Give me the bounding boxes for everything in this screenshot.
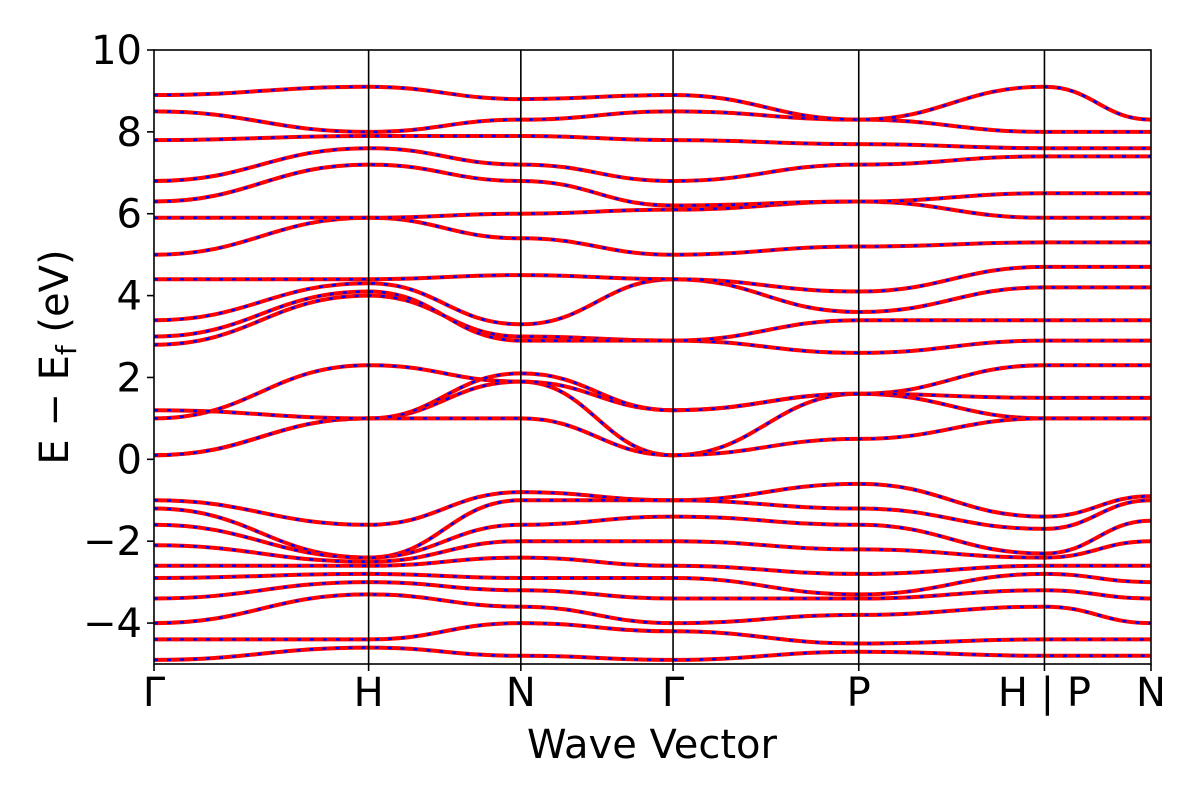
band-line-21 [154, 580, 1151, 601]
band-line-10 [154, 162, 1151, 208]
band-line-dashed-11 [154, 146, 1151, 183]
y-tick-label: 0 [117, 437, 142, 483]
y-tick-label: 4 [117, 274, 142, 320]
band-line-11 [154, 146, 1151, 184]
band-line-24 [154, 645, 1151, 662]
band-line-22 [154, 592, 1151, 626]
x-tick-label: Γ [662, 670, 685, 716]
band-line-6 [154, 277, 1151, 327]
x-tick-label: H [354, 670, 384, 716]
band-line-14 [154, 84, 1151, 122]
y-tick-label: 8 [117, 110, 142, 156]
y-tick-label: −4 [83, 601, 142, 647]
x-tick-label: H | P [998, 670, 1091, 716]
band-line-dashed-4 [154, 294, 1151, 355]
y-tick-label: −2 [83, 519, 142, 565]
band-line-dashed-6 [154, 277, 1151, 326]
band-line-dashed-20 [154, 572, 1151, 596]
x-tick-label: N [1136, 670, 1166, 716]
x-tick-label: N [506, 670, 536, 716]
band-line-3 [154, 371, 1151, 421]
y-axis-label: E − Ef (eV) [32, 249, 83, 464]
kpoint-separators [367, 50, 1046, 664]
band-line-23 [154, 621, 1151, 646]
band-line-dashed-17 [154, 515, 1151, 559]
band-line-1 [154, 416, 1151, 458]
x-axis-label: Wave Vector [527, 722, 778, 768]
band-line-13 [154, 109, 1151, 134]
x-axis-ticks: Γ H N Γ P H | P N [143, 664, 1166, 716]
band-line-dashed-3 [154, 372, 1151, 420]
band-line-7 [154, 264, 1151, 294]
band-line-dashed-8 [154, 216, 1151, 256]
y-tick-label: 2 [117, 355, 142, 401]
band-line-dashed-10 [154, 163, 1151, 207]
band-line-5 [154, 289, 1151, 343]
band-line-12 [154, 134, 1151, 151]
band-line-dashed-5 [154, 290, 1151, 342]
band-line-dashed-15 [154, 482, 1151, 527]
band-line-8 [154, 215, 1151, 257]
x-tick-label: P [847, 670, 871, 716]
band-lines [154, 84, 1151, 662]
y-tick-label: 6 [117, 192, 142, 238]
y-tick-label: 10 [91, 28, 142, 74]
x-tick-label: Γ [143, 670, 166, 716]
y-axis-ticks: −4 −2 0 2 4 6 8 10 [83, 28, 154, 647]
plot-frame [153, 49, 1152, 665]
